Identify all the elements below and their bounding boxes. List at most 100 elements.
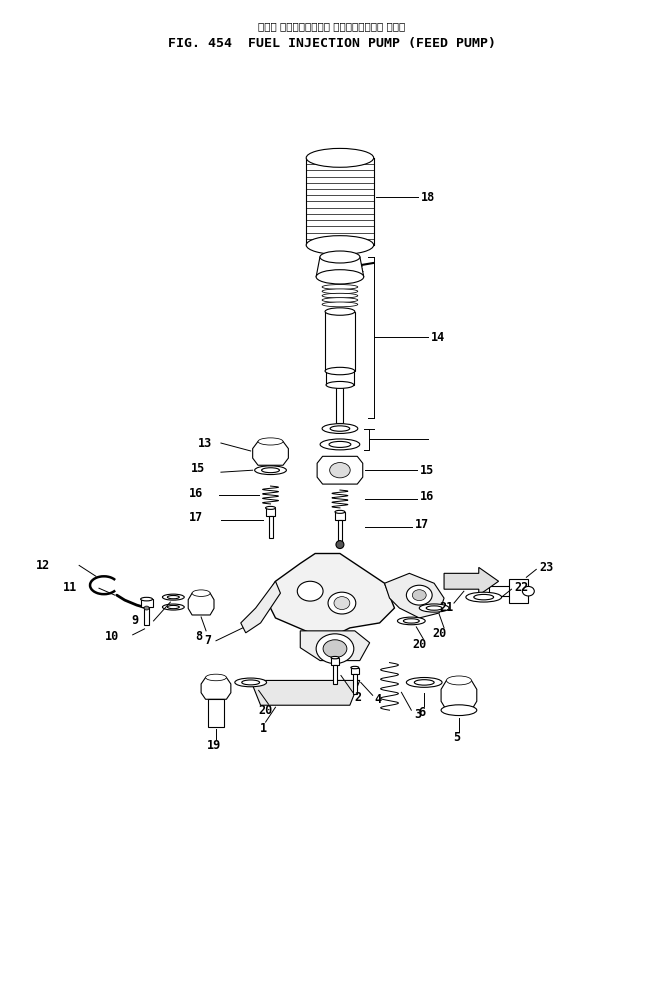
Polygon shape	[201, 677, 231, 699]
Ellipse shape	[325, 367, 355, 375]
Polygon shape	[144, 607, 149, 625]
Polygon shape	[335, 512, 345, 520]
Ellipse shape	[323, 640, 347, 658]
Ellipse shape	[316, 634, 354, 664]
Ellipse shape	[325, 308, 355, 315]
Polygon shape	[509, 580, 529, 603]
Ellipse shape	[297, 582, 323, 601]
Ellipse shape	[258, 438, 283, 445]
Ellipse shape	[141, 597, 153, 601]
Ellipse shape	[406, 585, 432, 605]
Polygon shape	[331, 658, 339, 665]
Ellipse shape	[322, 298, 358, 303]
Text: 15: 15	[191, 462, 205, 475]
Polygon shape	[333, 665, 337, 684]
Polygon shape	[266, 508, 276, 516]
Text: 9: 9	[131, 614, 139, 627]
Ellipse shape	[266, 506, 276, 509]
Text: 4: 4	[374, 692, 382, 706]
Ellipse shape	[262, 468, 280, 473]
Ellipse shape	[351, 667, 359, 669]
Ellipse shape	[398, 617, 425, 625]
Ellipse shape	[316, 270, 364, 284]
Ellipse shape	[335, 510, 345, 513]
Ellipse shape	[334, 596, 350, 609]
Polygon shape	[317, 456, 363, 484]
Ellipse shape	[329, 441, 351, 447]
Ellipse shape	[414, 679, 434, 685]
Text: 6: 6	[419, 706, 426, 719]
Ellipse shape	[242, 680, 260, 684]
Ellipse shape	[441, 705, 477, 715]
Polygon shape	[300, 631, 370, 661]
Ellipse shape	[322, 289, 358, 294]
Polygon shape	[325, 312, 355, 371]
Ellipse shape	[235, 678, 266, 686]
Text: 16: 16	[420, 491, 434, 503]
Text: 16: 16	[189, 487, 203, 499]
Ellipse shape	[306, 148, 374, 167]
Text: 2: 2	[355, 690, 362, 704]
Polygon shape	[441, 680, 477, 710]
Ellipse shape	[404, 619, 419, 623]
Ellipse shape	[320, 251, 360, 263]
Text: 20: 20	[432, 627, 446, 640]
Ellipse shape	[322, 285, 358, 290]
Ellipse shape	[330, 426, 350, 431]
Text: 19: 19	[207, 740, 221, 753]
Polygon shape	[251, 680, 360, 705]
Ellipse shape	[336, 541, 344, 549]
Polygon shape	[337, 385, 343, 422]
Ellipse shape	[426, 606, 442, 610]
Ellipse shape	[326, 382, 354, 389]
Ellipse shape	[322, 302, 358, 307]
Text: 8: 8	[196, 630, 203, 643]
Ellipse shape	[167, 595, 179, 598]
Polygon shape	[141, 599, 153, 607]
Polygon shape	[384, 574, 444, 618]
Ellipse shape	[446, 675, 471, 685]
Polygon shape	[188, 593, 214, 615]
Polygon shape	[268, 516, 272, 538]
Text: 7: 7	[204, 634, 211, 647]
Ellipse shape	[329, 463, 350, 478]
Polygon shape	[208, 699, 224, 727]
Ellipse shape	[331, 657, 339, 659]
Ellipse shape	[167, 605, 179, 608]
Ellipse shape	[144, 606, 149, 610]
Polygon shape	[338, 520, 342, 542]
Text: 5: 5	[454, 732, 461, 745]
Ellipse shape	[322, 294, 358, 298]
Text: FIG. 454  FUEL INJECTION PUMP (FEED PUMP): FIG. 454 FUEL INJECTION PUMP (FEED PUMP)	[168, 38, 496, 50]
Text: 13: 13	[198, 436, 212, 450]
Polygon shape	[316, 257, 364, 277]
Text: 20: 20	[258, 704, 273, 717]
Polygon shape	[253, 441, 288, 465]
Text: 17: 17	[415, 518, 430, 531]
Text: 22: 22	[515, 581, 529, 593]
Ellipse shape	[412, 589, 426, 600]
Text: 15: 15	[420, 464, 434, 477]
Ellipse shape	[192, 589, 210, 596]
Ellipse shape	[322, 423, 358, 433]
Polygon shape	[241, 582, 280, 633]
Text: 14: 14	[431, 331, 446, 344]
Text: フェル インジェクション ポンプ　フィード ポンプ: フェル インジェクション ポンプ フィード ポンプ	[258, 21, 406, 31]
Text: 23: 23	[539, 561, 554, 574]
Ellipse shape	[163, 604, 184, 610]
Ellipse shape	[255, 466, 286, 475]
Ellipse shape	[206, 674, 226, 680]
Text: 18: 18	[421, 191, 436, 204]
Ellipse shape	[523, 586, 535, 596]
Text: 20: 20	[412, 638, 426, 651]
Polygon shape	[266, 554, 394, 633]
Polygon shape	[326, 371, 354, 385]
Text: 12: 12	[36, 559, 50, 572]
Ellipse shape	[328, 592, 356, 614]
Ellipse shape	[419, 604, 449, 612]
Text: 17: 17	[189, 511, 203, 524]
Ellipse shape	[466, 592, 501, 602]
Polygon shape	[351, 668, 359, 674]
Text: 1: 1	[260, 722, 267, 735]
Ellipse shape	[163, 594, 184, 600]
